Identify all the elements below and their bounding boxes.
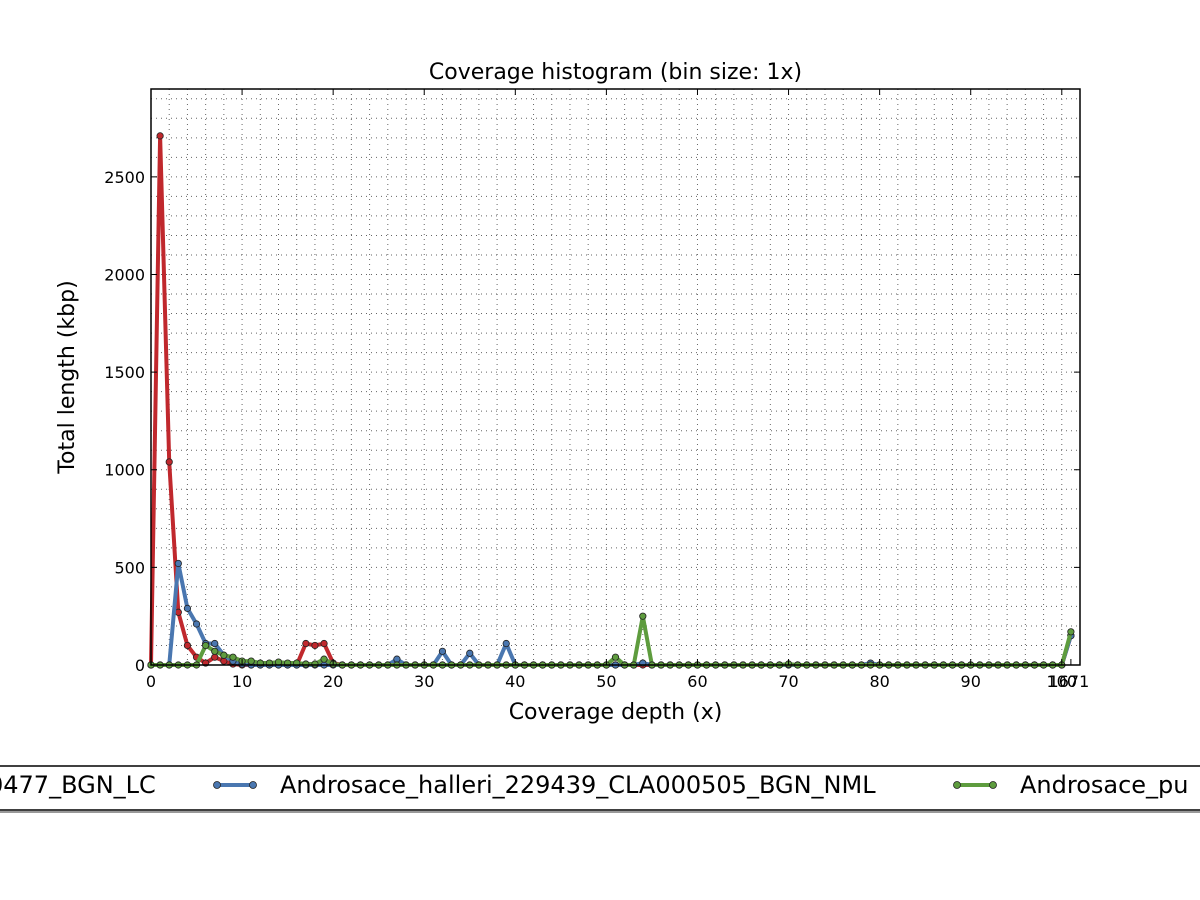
data-point [302, 639, 310, 648]
data-point [220, 651, 228, 659]
data-point [302, 660, 310, 668]
x-tick-label: 0 [146, 672, 156, 691]
y-tick-label: 2000 [104, 265, 145, 284]
data-point [192, 620, 201, 628]
data-point [438, 647, 447, 655]
legend-item-2: Androsace_halleri_229439_CLA000505_BGN_N… [213, 771, 876, 799]
legend-swatch-marker [953, 781, 961, 789]
x-axis-title: Coverage depth (x) [509, 700, 723, 725]
y-axis-title: Total length (kbp) [55, 280, 80, 474]
x-tick-label: 10 [232, 672, 252, 691]
legend-swatch-marker [213, 781, 221, 789]
data-point [211, 639, 219, 648]
y-tick-label: 0 [135, 656, 145, 675]
data-point [639, 612, 647, 620]
data-point [211, 653, 219, 661]
data-point [229, 653, 237, 661]
x-tick-label: 70 [778, 672, 798, 691]
x-tick-label: 90 [961, 672, 981, 691]
data-point [502, 639, 510, 648]
data-point [311, 641, 319, 650]
y-tick-label: 500 [114, 558, 145, 577]
legend-label: Androsace_pu [1020, 771, 1189, 799]
data-point [247, 657, 255, 665]
legend-label: Androsace_halleri_229439_CLA000505_BGN_N… [280, 771, 876, 799]
x-tick-label-last: 1671 [1049, 672, 1090, 691]
legend-item-3: Androsace_pu [953, 771, 1189, 799]
data-point [320, 655, 328, 663]
legend-label: 0477_BGN_LC [0, 771, 156, 799]
x-tick-label: 40 [505, 672, 525, 691]
data-point [1067, 628, 1075, 636]
data-point [156, 132, 164, 140]
legend-items: 0477_BGN_LC Androsace_halleri_229439_CLA0… [0, 771, 1189, 799]
grid [150, 89, 1081, 666]
x-tick-label: 80 [869, 672, 889, 691]
data-point [393, 655, 401, 663]
data-point [466, 649, 474, 657]
data-point [174, 559, 182, 568]
legend: 0477_BGN_LC Androsace_halleri_229439_CLA0… [0, 765, 1200, 813]
data-point [165, 458, 173, 466]
x-tick-label: 20 [323, 672, 343, 691]
x-tick-label: 60 [687, 672, 707, 691]
y-tick-label: 2500 [104, 168, 145, 187]
legend-item-1: 0477_BGN_LC [0, 771, 156, 799]
chart-title: Coverage histogram (bin size: 1x) [429, 60, 802, 85]
data-point [183, 604, 192, 612]
y-tick-label: 1000 [104, 461, 145, 480]
legend-swatch-marker [989, 781, 997, 789]
data-point [611, 653, 620, 661]
x-tick-label: 30 [414, 672, 434, 691]
legend-box [0, 765, 1200, 811]
legend-swatch-marker [249, 781, 257, 789]
plot-frame [150, 88, 1081, 666]
y-tick-label: 1500 [104, 363, 145, 382]
data-point [202, 641, 210, 650]
data-point [211, 647, 219, 655]
x-tick-label: 50 [596, 672, 616, 691]
data-point [183, 641, 192, 650]
x-tick-label: 100 [1047, 672, 1078, 691]
data-point [320, 639, 328, 648]
data-point [311, 660, 319, 668]
